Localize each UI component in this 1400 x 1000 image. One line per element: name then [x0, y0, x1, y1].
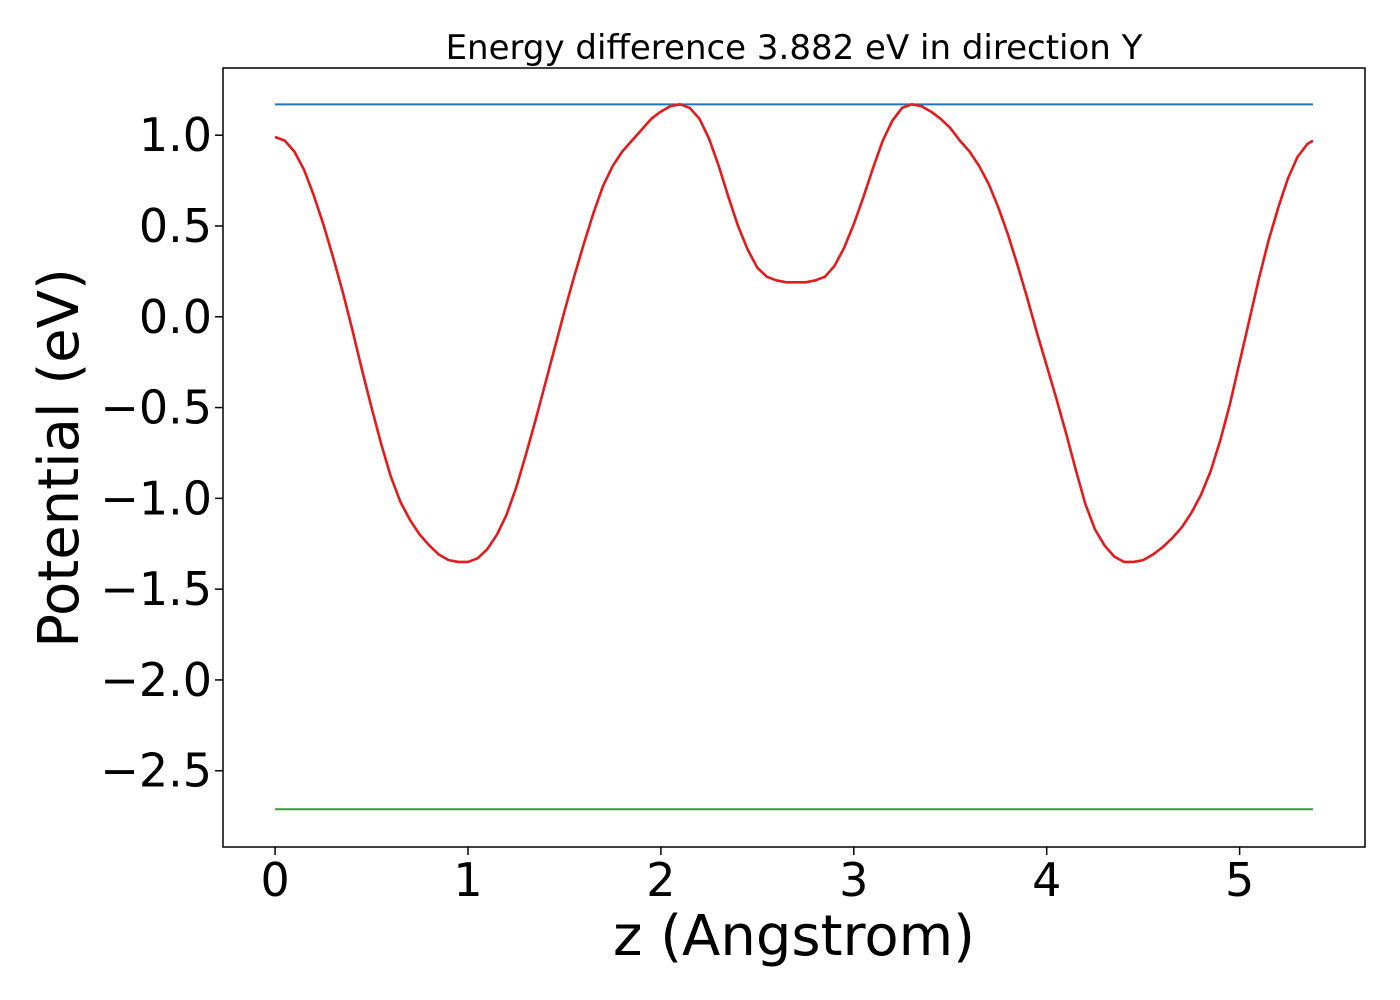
y-tick-label: −2.0 [100, 653, 212, 707]
y-tick-label: −2.5 [100, 744, 212, 798]
x-axis-label: z (Angstrom) [613, 904, 975, 969]
y-tick-label: −1.0 [100, 471, 212, 525]
x-tick-label: 4 [1032, 853, 1061, 907]
x-tick-label: 2 [646, 853, 675, 907]
x-tick-label: 1 [453, 853, 482, 907]
y-tick-label: 0.5 [139, 199, 212, 253]
y-tick-label: −0.5 [100, 381, 212, 435]
y-tick-label: 1.0 [139, 108, 212, 162]
plot-area [274, 103, 1314, 811]
x-tick-label: 3 [839, 853, 868, 907]
x-tick-label: 5 [1225, 853, 1254, 907]
axes-frame [222, 67, 1366, 848]
x-axis: 0 1 2 3 4 5 [260, 847, 1254, 907]
y-tick-label: −1.5 [100, 562, 212, 616]
series-line-2 [274, 103, 1314, 564]
y-axis: 1.0 0.5 0.0 −0.5 −1.0 −1.5 −2.0 −2.5 [100, 108, 223, 798]
y-axis-label: Potential (eV) [27, 268, 92, 648]
chart-title: Energy difference 3.882 eV in direction … [446, 28, 1143, 68]
y-tick-label: 0.0 [139, 290, 212, 344]
x-tick-label: 0 [260, 853, 289, 907]
